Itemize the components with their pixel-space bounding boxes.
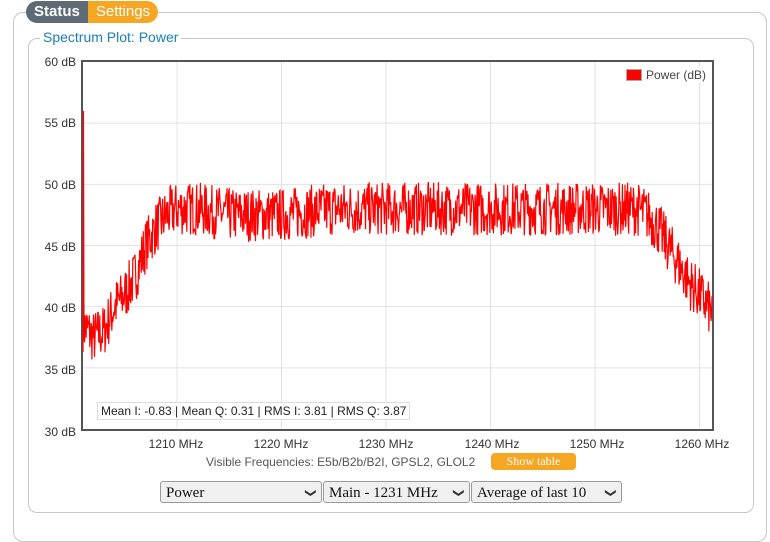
visible-frequencies: Visible Frequencies: E5b/B2b/B2I, GPSL2,… [206,455,476,469]
plot-type-value: Power [166,485,205,501]
tab-bar: Status Settings [26,1,159,23]
plot-type-select[interactable]: Power ❯ [160,481,322,503]
x-tick-label: 1210 MHz [148,437,204,451]
x-tick-label: 1240 MHz [464,437,520,451]
y-tick-label: 45 dB [44,240,76,254]
x-tick-label: 1250 MHz [569,437,625,451]
y-tick-label: 30 dB [44,425,76,439]
chevron-down-icon: ❯ [604,488,617,498]
tab-settings[interactable]: Settings [87,1,159,23]
iq-stats: Mean I: -0.83 | Mean Q: 0.31 | RMS I: 3.… [97,402,411,420]
averaging-value: Average of last 10 [477,485,587,501]
tab-status[interactable]: Status [26,1,88,23]
y-tick-label: 50 dB [44,178,76,192]
spectrum-plot-panel [28,38,754,513]
y-tick-label: 60 dB [44,55,76,69]
legend-swatch [626,68,642,81]
x-tick-label: 1230 MHz [358,437,414,451]
y-tick-label: 40 dB [44,301,76,315]
x-tick-label: 1260 MHz [674,437,730,451]
chevron-down-icon: ❯ [304,488,317,498]
x-tick-label: 1220 MHz [253,437,309,451]
y-tick-label: 55 dB [44,116,76,130]
legend-label: Power (dB) [646,67,707,82]
y-tick-label: 35 dB [44,363,76,377]
chart-legend[interactable]: Power (dB) [622,66,711,83]
show-table-button[interactable]: Show table [491,453,576,470]
band-select[interactable]: Main - 1231 MHz ❯ [323,481,470,503]
panel-title: Spectrum Plot: Power [40,29,182,45]
averaging-select[interactable]: Average of last 10 ❯ [471,481,622,503]
band-value: Main - 1231 MHz [329,485,438,501]
plot-area[interactable] [81,60,714,431]
chevron-down-icon: ❯ [452,488,465,498]
